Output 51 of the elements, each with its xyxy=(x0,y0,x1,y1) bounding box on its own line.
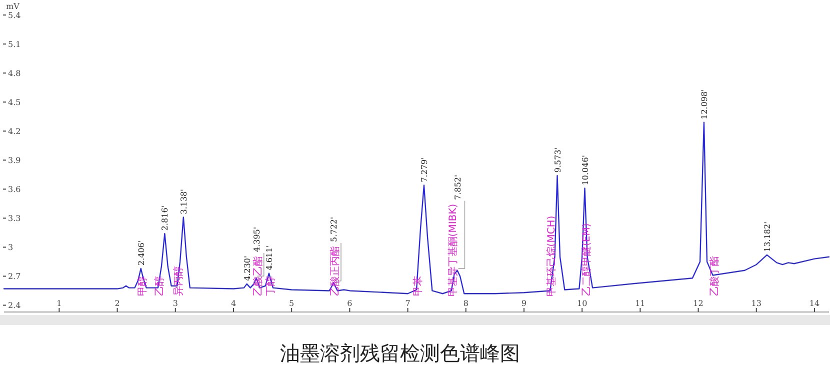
annotation: 5.722' xyxy=(330,216,338,242)
x-tick-label: 1 xyxy=(56,299,62,308)
y-tick-label: 2.4 xyxy=(8,301,21,310)
annotation: 10.046' xyxy=(580,154,590,186)
y-tick-label: 5.4 xyxy=(8,11,21,20)
annotation: 甲苯 xyxy=(412,276,424,296)
annotation: 7.279' xyxy=(420,157,429,182)
annotation: 12.098' xyxy=(700,89,709,120)
annotation: 3.138' xyxy=(179,189,188,214)
annotation: 4.611' xyxy=(265,245,274,270)
text: 油墨溶剂残留检测色谱峰图 xyxy=(280,341,520,365)
annotation: 乙酸正丙酯 xyxy=(329,246,341,296)
annotation: 2.406' xyxy=(136,240,146,266)
y-tick-label: 3.3 xyxy=(8,214,21,224)
y-tick-label: 4.2 xyxy=(8,127,21,136)
annotation: 甲醇 xyxy=(136,276,148,296)
y-tick-label: 3.6 xyxy=(8,185,21,194)
annotation: 13.182' xyxy=(763,222,772,252)
x-tick-label: 8 xyxy=(463,299,468,308)
x-tick-label: 5 xyxy=(289,299,294,308)
annotation: 乙醇 xyxy=(154,276,166,296)
annotation: 异丙醇 xyxy=(172,266,185,296)
x-tick-label: 4 xyxy=(230,299,236,308)
x-tick-label: 3 xyxy=(172,299,178,308)
annotation: 4.230' xyxy=(242,256,252,281)
x-tick-label: 9 xyxy=(521,299,527,308)
y-tick-label: 5.1 xyxy=(8,40,21,50)
annotation: 2.816' xyxy=(160,205,170,231)
y-tick-label: 2.7 xyxy=(8,272,21,282)
annotation: 乙酸丁酯 xyxy=(708,256,720,296)
y-axis-title: mV xyxy=(6,2,20,11)
annotation: 甲基环己烷(MCH) xyxy=(546,216,558,297)
x-tick-label: 10 xyxy=(576,299,588,308)
y-tick-label: 4.5 xyxy=(8,98,21,108)
annotation: 丁醇 xyxy=(264,276,276,296)
x-tick-label: 12 xyxy=(693,299,704,308)
x-tick-label: 6 xyxy=(347,299,352,308)
annotation: 甲基异丁基酮(MIBK) xyxy=(446,204,459,297)
x-tick-label: 13 xyxy=(751,299,762,308)
annotation: 9.573' xyxy=(553,147,562,173)
annotation: 4.395' xyxy=(252,226,262,252)
y-tick-label: 4.8 xyxy=(8,69,21,78)
x-tick-label: 14 xyxy=(809,299,820,308)
x-tick-label: 7 xyxy=(405,299,410,308)
x-tick-label: 11 xyxy=(635,299,646,308)
y-tick-label: 3.9 xyxy=(8,156,21,166)
y-tick-label: 3 xyxy=(8,243,14,252)
annotation: 7.852' xyxy=(453,174,462,200)
x-tick-label: 2 xyxy=(114,299,120,308)
annotation: 乙酸乙酯 xyxy=(252,256,264,296)
annotation: 乙二醇甲醚(EM) xyxy=(580,223,592,296)
